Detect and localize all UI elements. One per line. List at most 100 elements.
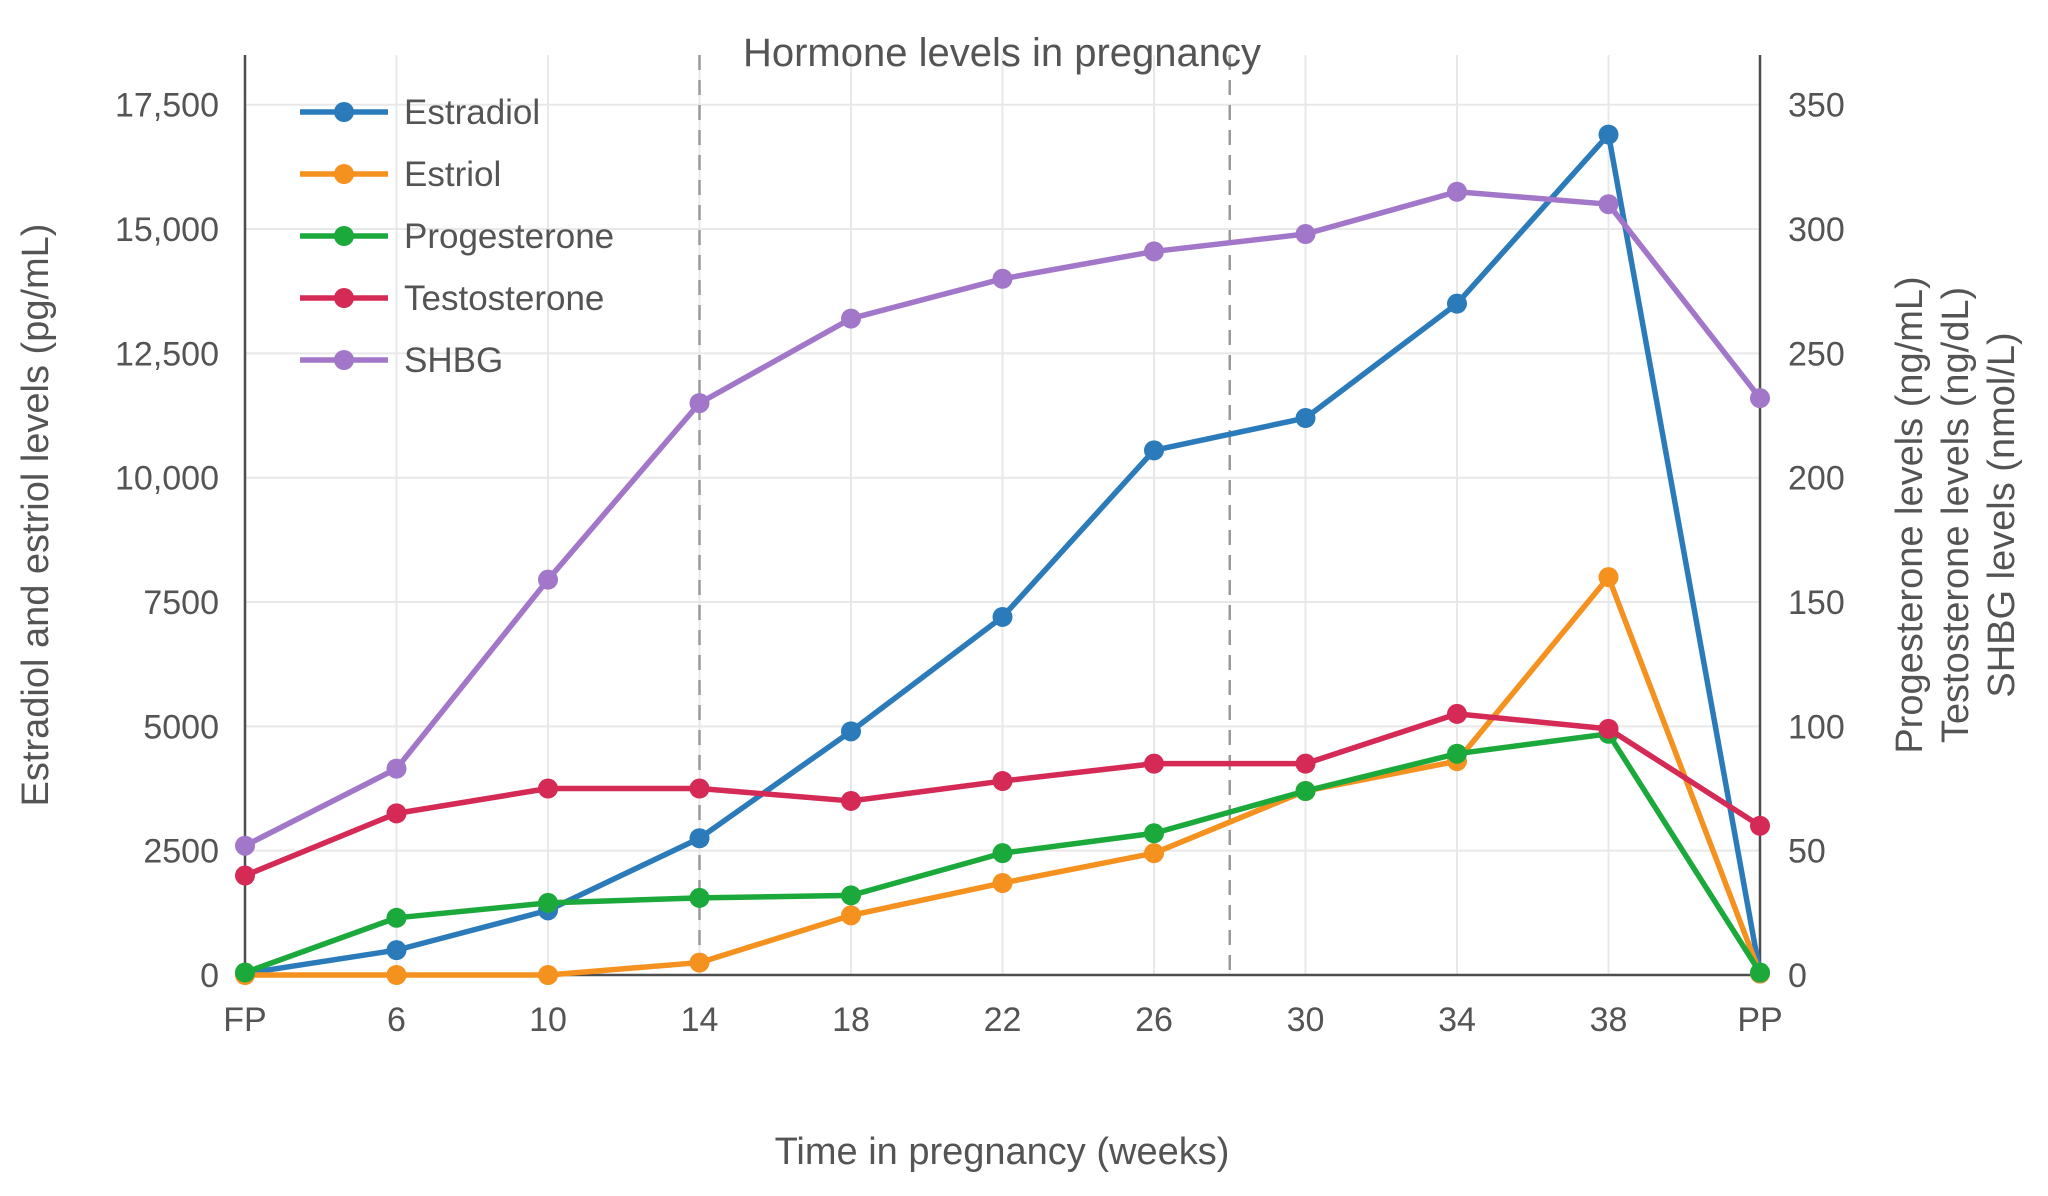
right-tick-label: 150 [1788,584,1845,622]
marker-progesterone [689,887,710,908]
marker-shbg [1447,181,1467,202]
marker-estriol [992,873,1013,893]
x-tick-label: PP [1737,1001,1782,1039]
series-layer [235,124,1770,985]
right-tick-label: 300 [1788,211,1845,249]
x-tick-label: 22 [984,1001,1022,1039]
x-tick-label: 18 [832,1001,870,1039]
marker-estriol [841,905,861,926]
marker-estriol [1598,567,1619,588]
legend-layer: Estradiol Estriol Progesterone Testosterone… [300,93,614,380]
marker-estradiol [1295,408,1316,429]
marker-progesterone [992,843,1013,864]
marker-estradiol [386,940,407,961]
x-tick-label: 38 [1590,1001,1628,1039]
marker-testosterone [1447,703,1467,724]
marker-shbg [235,835,255,856]
x-tick-label: 30 [1287,1001,1325,1039]
legend-item-progesterone[interactable]: Progesterone [300,217,614,256]
legend-item-shbg[interactable]: SHBG [300,341,503,380]
marker-testosterone [841,790,861,811]
marker-shbg [1598,194,1619,215]
y-axis-title-right-testosterone: Testosterone levels (ng/dL) [1935,287,1977,743]
right-tick-label: 350 [1788,87,1845,125]
marker-testosterone [1750,815,1770,836]
y-axis-title-right-shbg: SHBG levels (nmol/L) [1981,332,2023,697]
marker-testosterone [992,771,1013,792]
marker-estradiol [1144,440,1164,461]
marker-progesterone [1750,962,1770,983]
marker-testosterone [689,778,710,799]
legend-label: Progesterone [404,217,614,256]
legend-marker [334,102,354,122]
legend-marker [334,164,354,184]
legend-item-estradiol[interactable]: Estradiol [300,93,540,132]
marker-shbg [386,758,407,779]
legend-marker [334,226,354,246]
y-axis-title-right-progesterone: Progesterone levels (ng/mL) [1889,276,1931,753]
marker-testosterone [1598,718,1619,739]
x-tick-label: 26 [1135,1001,1173,1039]
left-tick-label: 17,500 [115,87,219,125]
legend-label: SHBG [404,341,503,380]
marker-testosterone [1295,753,1316,774]
left-tick-label: 12,500 [115,335,219,373]
right-tick-label: 50 [1788,833,1826,871]
marker-shbg [1295,224,1316,245]
x-tick-label: 14 [681,1001,719,1039]
legend-marker [334,350,354,370]
marker-shbg [1144,241,1164,262]
marker-estriol [538,965,558,985]
marker-progesterone [538,892,558,913]
chart-title: Hormone levels in pregnancy [743,31,1261,75]
marker-estradiol [689,828,710,849]
x-tick-label: 34 [1438,1001,1476,1039]
grid-layer [245,55,1760,976]
marker-estradiol [992,606,1013,627]
left-tick-label: 15,000 [115,211,219,249]
marker-estriol [386,965,407,985]
legend-item-estriol[interactable]: Estriol [300,155,501,194]
marker-estradiol [1598,124,1619,145]
marker-progesterone [1295,781,1316,801]
marker-shbg [1750,388,1770,409]
marker-estradiol [841,721,861,742]
left-tick-label: 7500 [143,584,219,622]
left-tick-label: 2500 [143,833,219,871]
x-tick-label: 10 [529,1001,567,1039]
y-axis-title-left: Estradiol and estriol levels (pg/mL) [15,224,57,807]
right-tick-label: 100 [1788,708,1845,746]
marker-testosterone [538,778,558,799]
legend-label: Testosterone [404,279,604,318]
left-tick-label: 0 [200,957,219,995]
left-tick-label: 5000 [143,708,219,746]
marker-testosterone [1144,753,1164,774]
marker-shbg [689,393,710,414]
marker-progesterone [235,962,255,983]
right-tick-label: 0 [1788,957,1807,995]
marker-estradiol [1447,293,1467,314]
legend-item-testosterone[interactable]: Testosterone [300,279,604,318]
marker-shbg [538,569,558,590]
marker-shbg [841,308,861,329]
marker-progesterone [1144,823,1164,844]
tick-labels-layer: 0 2500 5000 7500 10,000 12,500 15,000 17,500 0 50… [115,87,1845,1039]
right-tick-label: 250 [1788,335,1845,373]
marker-estriol [689,952,710,973]
marker-progesterone [386,907,407,928]
x-tick-label: FP [223,1001,266,1039]
left-tick-label: 10,000 [115,460,219,498]
legend-marker [334,288,354,308]
marker-progesterone [1447,743,1467,764]
marker-progesterone [841,885,861,906]
marker-testosterone [386,803,407,824]
marker-shbg [992,268,1013,289]
right-tick-label: 200 [1788,460,1845,498]
marker-estriol [1144,843,1164,864]
x-tick-label: 6 [387,1001,406,1039]
marker-testosterone [235,865,255,886]
x-axis-title: Time in pregnancy (weeks) [775,1131,1230,1173]
legend-label: Estriol [404,155,501,194]
